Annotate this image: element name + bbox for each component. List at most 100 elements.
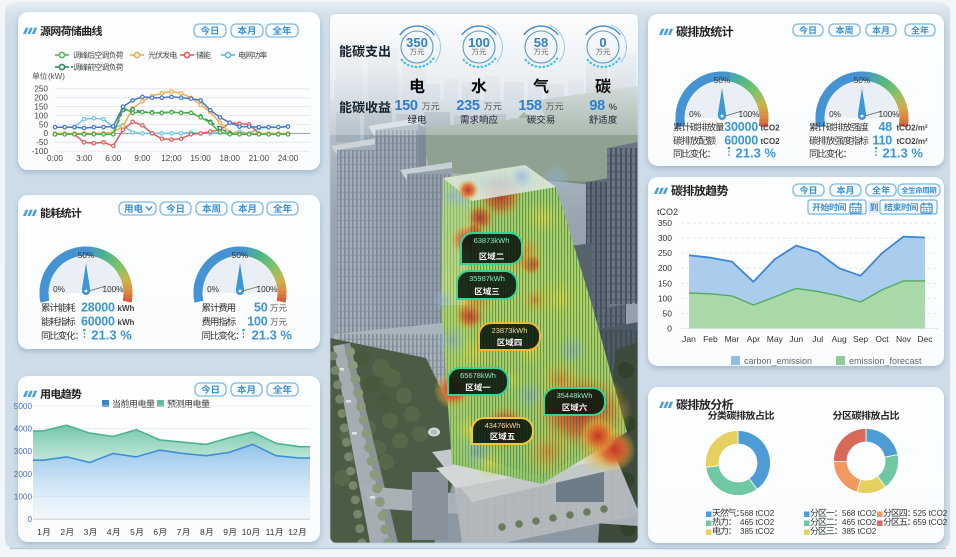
svg-text:24:00: 24:00 bbox=[278, 154, 299, 163]
svg-text:Jul: Jul bbox=[812, 334, 823, 344]
svg-text:43476kWh: 43476kWh bbox=[485, 421, 521, 430]
svg-text:659 tCO2: 659 tCO2 bbox=[913, 518, 948, 527]
svg-text:0:00: 0:00 bbox=[47, 154, 63, 163]
svg-text:9:00: 9:00 bbox=[134, 154, 150, 163]
svg-text:0%: 0% bbox=[207, 285, 219, 294]
svg-text:0: 0 bbox=[599, 35, 606, 50]
svg-text:250: 250 bbox=[658, 248, 672, 258]
svg-text:100%: 100% bbox=[879, 110, 900, 119]
svg-text:0%: 0% bbox=[53, 285, 65, 294]
svg-text:50%: 50% bbox=[78, 251, 94, 260]
svg-text:%: % bbox=[609, 102, 618, 113]
svg-text:300: 300 bbox=[658, 233, 672, 243]
svg-text:1: 1 bbox=[37, 527, 42, 537]
svg-text:-100: -100 bbox=[32, 147, 49, 156]
svg-text:2000: 2000 bbox=[14, 470, 33, 479]
svg-text:4000: 4000 bbox=[14, 425, 33, 434]
svg-text:50%: 50% bbox=[854, 76, 870, 85]
svg-text:0%: 0% bbox=[829, 110, 841, 119]
svg-text:2: 2 bbox=[60, 527, 65, 537]
svg-text:28000: 28000 bbox=[81, 301, 115, 315]
svg-text:Sep: Sep bbox=[853, 334, 868, 344]
svg-text:7: 7 bbox=[177, 527, 182, 537]
svg-text:6: 6 bbox=[153, 527, 158, 537]
svg-text:18:00: 18:00 bbox=[219, 154, 240, 163]
svg-text:Jan: Jan bbox=[682, 334, 696, 344]
svg-text:Oct: Oct bbox=[875, 334, 889, 344]
svg-text:250: 250 bbox=[34, 85, 48, 94]
svg-text:385 tCO2: 385 tCO2 bbox=[842, 527, 877, 536]
svg-text:10: 10 bbox=[242, 527, 252, 537]
svg-text:100%: 100% bbox=[739, 110, 760, 119]
svg-text:200: 200 bbox=[34, 94, 48, 103]
svg-text:465 tCO2: 465 tCO2 bbox=[740, 518, 775, 527]
svg-text:11: 11 bbox=[266, 527, 275, 537]
svg-text:35987kWh: 35987kWh bbox=[469, 274, 505, 283]
svg-text:3:00: 3:00 bbox=[76, 154, 92, 163]
svg-text:568 tCO2: 568 tCO2 bbox=[740, 509, 775, 518]
svg-text:200: 200 bbox=[658, 263, 672, 273]
svg-text:Aug: Aug bbox=[832, 334, 847, 344]
svg-text:525 tCO2: 525 tCO2 bbox=[913, 509, 948, 518]
svg-text:Feb: Feb bbox=[703, 334, 718, 344]
svg-text:-50: -50 bbox=[36, 138, 48, 147]
svg-text:21:00: 21:00 bbox=[249, 154, 270, 163]
svg-text:15:00: 15:00 bbox=[190, 154, 211, 163]
svg-text:568 tCO2: 568 tCO2 bbox=[842, 509, 877, 518]
svg-text:465 tCO2: 465 tCO2 bbox=[842, 518, 877, 527]
svg-text:65678kWh: 65678kWh bbox=[460, 371, 496, 380]
svg-text:5: 5 bbox=[130, 527, 135, 537]
svg-text:21.3 %: 21.3 % bbox=[252, 328, 293, 343]
svg-text:110: 110 bbox=[872, 134, 892, 148]
svg-text:50: 50 bbox=[663, 308, 673, 318]
svg-text:50%: 50% bbox=[232, 251, 248, 260]
svg-text:50%: 50% bbox=[714, 76, 730, 85]
svg-text:100%: 100% bbox=[257, 285, 278, 294]
svg-text:100: 100 bbox=[34, 111, 48, 120]
svg-text:48: 48 bbox=[878, 120, 892, 134]
svg-text:Dec: Dec bbox=[917, 334, 933, 344]
svg-text:150: 150 bbox=[658, 278, 672, 288]
svg-text:4: 4 bbox=[107, 527, 112, 537]
svg-text:158: 158 bbox=[518, 98, 542, 114]
svg-text:98: 98 bbox=[589, 98, 605, 114]
svg-text:Nov: Nov bbox=[896, 334, 912, 344]
svg-text:kWh: kWh bbox=[118, 304, 135, 313]
svg-text:tCO2: tCO2 bbox=[657, 207, 678, 217]
svg-text:5000: 5000 bbox=[14, 402, 33, 411]
svg-text:60000: 60000 bbox=[724, 134, 758, 148]
svg-text:150: 150 bbox=[394, 98, 418, 114]
svg-text:Apr: Apr bbox=[747, 334, 760, 344]
svg-text:carbon_emission: carbon_emission bbox=[744, 356, 812, 366]
svg-text:Mar: Mar bbox=[725, 334, 740, 344]
svg-text:kWh: kWh bbox=[118, 318, 135, 327]
svg-text:50: 50 bbox=[39, 120, 49, 129]
svg-text:May: May bbox=[767, 334, 784, 344]
svg-text:tCO2/m²: tCO2/m² bbox=[897, 137, 928, 146]
svg-text:6:00: 6:00 bbox=[105, 154, 121, 163]
svg-text:12:00: 12:00 bbox=[161, 154, 182, 163]
svg-text:0: 0 bbox=[43, 129, 48, 138]
svg-text:21.3 %: 21.3 % bbox=[736, 146, 777, 161]
svg-text:235: 235 bbox=[456, 98, 480, 114]
svg-text:emission_forecast: emission_forecast bbox=[849, 356, 922, 366]
svg-text:0%: 0% bbox=[689, 110, 701, 119]
svg-text:23873kWh: 23873kWh bbox=[492, 326, 528, 335]
svg-text:Jun: Jun bbox=[789, 334, 803, 344]
svg-text:100: 100 bbox=[658, 293, 672, 303]
svg-text:tCO2: tCO2 bbox=[761, 137, 781, 146]
svg-text:100: 100 bbox=[468, 35, 490, 50]
svg-text:21.3 %: 21.3 % bbox=[91, 328, 132, 343]
svg-text:8: 8 bbox=[200, 527, 205, 537]
svg-text:tCO2/m²: tCO2/m² bbox=[897, 124, 928, 133]
svg-text:60000: 60000 bbox=[81, 315, 115, 329]
svg-text:385 tCO2: 385 tCO2 bbox=[740, 527, 775, 536]
svg-text:35448kWh: 35448kWh bbox=[557, 391, 593, 400]
svg-text:350: 350 bbox=[406, 35, 428, 50]
svg-text:350: 350 bbox=[658, 218, 672, 228]
svg-text:150: 150 bbox=[34, 102, 48, 111]
svg-text:9: 9 bbox=[223, 527, 228, 537]
svg-text:50: 50 bbox=[254, 301, 268, 315]
svg-text:(kW): (kW) bbox=[48, 72, 65, 81]
svg-text:63873kWh: 63873kWh bbox=[474, 236, 510, 245]
